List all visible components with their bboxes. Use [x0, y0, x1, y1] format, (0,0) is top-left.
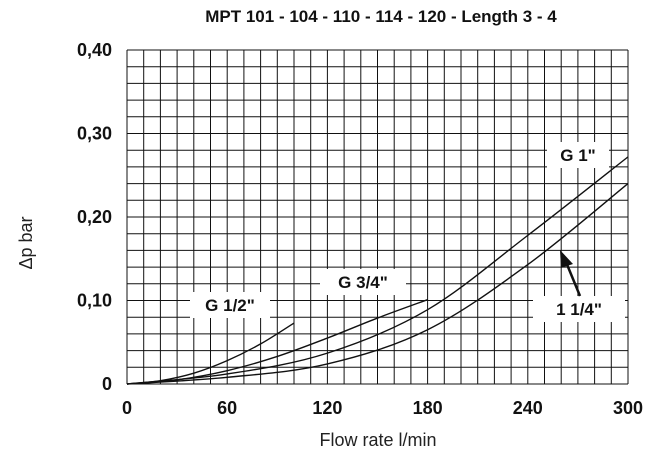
label-g-3-4: G 3/4": [338, 273, 388, 292]
y-axis-label: Δp bar: [16, 216, 36, 269]
x-tick-label: 240: [513, 398, 543, 418]
arrow-head: [560, 250, 573, 268]
curve-g-1: [126, 156, 629, 385]
y-tick-label: 0: [102, 374, 112, 394]
label-1-1-4: 1 1/4": [556, 300, 602, 319]
chart-title: MPT 101 - 104 - 110 - 114 - 120 - Length…: [205, 7, 557, 26]
y-tick-label: 0,20: [77, 207, 112, 227]
label-1-1-4-bg: [533, 296, 625, 322]
x-axis-label: Flow rate l/min: [319, 430, 436, 450]
label-g-3-4-bg: [320, 269, 406, 295]
curve-1-1-4: [126, 183, 629, 385]
arrow-line: [564, 261, 582, 297]
y-tick-labels: 0 0,10 0,20 0,30 0,40: [77, 40, 112, 394]
x-tick-label: 60: [217, 398, 237, 418]
curves: [126, 156, 629, 385]
y-tick-label: 0,10: [77, 291, 112, 311]
label-g-1-2-bg: [190, 292, 270, 318]
label-g-1: G 1": [560, 146, 595, 165]
x-tick-label: 300: [613, 398, 643, 418]
label-g-1-2: G 1/2": [205, 296, 255, 315]
y-tick-label: 0,40: [77, 40, 112, 60]
x-tick-label: 0: [122, 398, 132, 418]
series-labels: G 1/2" G 3/4" G 1" 1 1/4": [190, 142, 625, 322]
y-tick-label: 0,30: [77, 124, 112, 144]
x-tick-label: 120: [312, 398, 342, 418]
x-tick-labels: 0 60 120 180 240 300: [122, 398, 643, 418]
label-g-1-bg: [547, 142, 609, 168]
x-tick-label: 180: [413, 398, 443, 418]
